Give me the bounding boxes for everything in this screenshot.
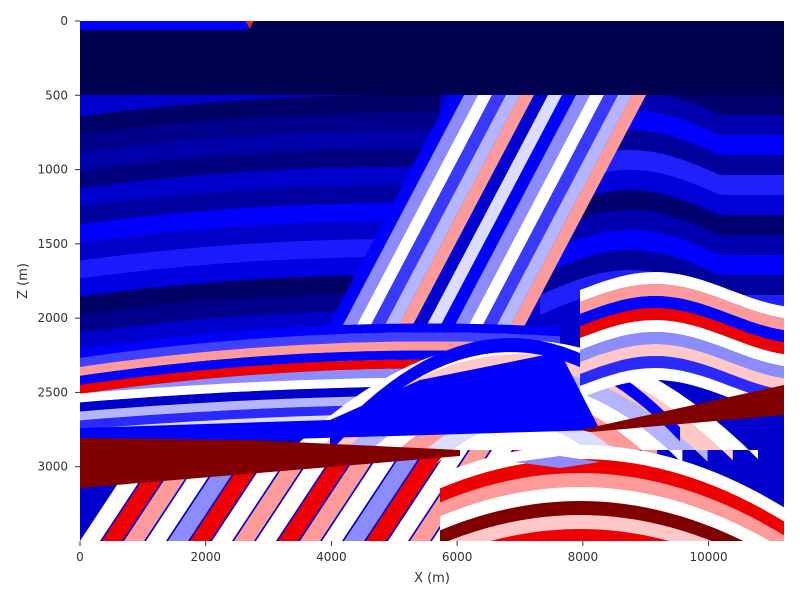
flank-band <box>580 272 784 319</box>
fold-band <box>412 95 576 380</box>
x-tick-label: 4000 <box>316 550 347 564</box>
horizon-band <box>80 332 560 367</box>
lower-strata <box>322 450 402 541</box>
x-axis-label: X (m) <box>414 571 450 586</box>
flank-band <box>580 320 784 367</box>
fold-band <box>370 95 534 380</box>
fold-band <box>328 95 492 380</box>
water-layer <box>80 21 784 95</box>
flank-band <box>580 332 784 379</box>
y-tick-label: 1000 <box>37 163 68 177</box>
blue-wedge <box>80 352 600 445</box>
x-tick-label: 0 <box>76 550 84 564</box>
layer-band <box>80 147 440 189</box>
horizon-band <box>80 323 560 358</box>
lens-feature <box>515 456 600 468</box>
layer-band <box>540 210 784 255</box>
layer-band <box>80 129 440 171</box>
x-tick-label: 10000 <box>689 550 727 564</box>
lower-strata <box>344 450 424 541</box>
lower-strata <box>256 450 336 541</box>
fold-band <box>482 95 646 380</box>
y-axis-ticks: 0 500 1000 1500 2000 2500 3000 <box>37 14 80 474</box>
fold-band <box>426 95 590 380</box>
flank-band <box>580 356 784 403</box>
dome-lower-band <box>440 529 784 541</box>
fold-band <box>300 95 464 380</box>
plot-area <box>80 21 784 600</box>
lower-strata <box>212 450 292 541</box>
x-tick-label: 6000 <box>442 550 473 564</box>
dome-lower-band <box>440 541 784 600</box>
x-tick-label: 2000 <box>190 550 221 564</box>
layer-band <box>80 165 440 207</box>
x-axis-ticks: 0 2000 4000 6000 8000 10000 <box>76 541 728 564</box>
horizon-band <box>80 341 560 376</box>
y-tick-label: 2000 <box>37 311 68 325</box>
flank-band <box>580 296 784 343</box>
fold-band <box>454 95 618 380</box>
fold-band <box>384 95 548 380</box>
lower-strata <box>366 450 446 541</box>
dome-band <box>433 424 607 468</box>
y-tick-label: 1500 <box>37 237 68 251</box>
layer-band <box>540 230 784 275</box>
layer-band <box>80 183 440 225</box>
fold-band <box>356 95 520 380</box>
flank-band <box>580 284 784 331</box>
layer-band <box>540 170 784 215</box>
top-strip <box>80 21 248 30</box>
lower-strata <box>278 450 358 541</box>
fold-band <box>342 95 506 380</box>
fold-band <box>314 95 478 380</box>
flank-band <box>580 308 784 355</box>
layer-band <box>80 219 440 261</box>
lower-strata <box>300 450 380 541</box>
lower-strata <box>234 450 314 541</box>
flank-band <box>580 368 784 415</box>
x-tick-label: 8000 <box>568 550 599 564</box>
layer-band <box>80 255 440 297</box>
heatmap-layers <box>80 21 784 600</box>
layer-band <box>540 190 784 235</box>
y-axis-label: Z (m) <box>16 263 31 299</box>
fault-block-right <box>580 385 784 432</box>
y-tick-label: 3000 <box>37 460 68 474</box>
layer-band <box>80 273 440 315</box>
layer-band <box>80 93 440 135</box>
y-tick-label: 2500 <box>37 385 68 399</box>
layer-band <box>80 237 440 279</box>
y-tick-label: 500 <box>45 88 68 102</box>
fold-band <box>440 95 604 380</box>
fault-block-left <box>80 438 460 488</box>
source-marker-icon <box>245 21 254 29</box>
flank-band <box>580 344 784 391</box>
layer-band <box>80 111 440 153</box>
y-tick-label: 0 <box>60 14 68 28</box>
fold-band <box>398 95 562 380</box>
fold-band <box>468 95 632 380</box>
layer-band <box>80 201 440 243</box>
